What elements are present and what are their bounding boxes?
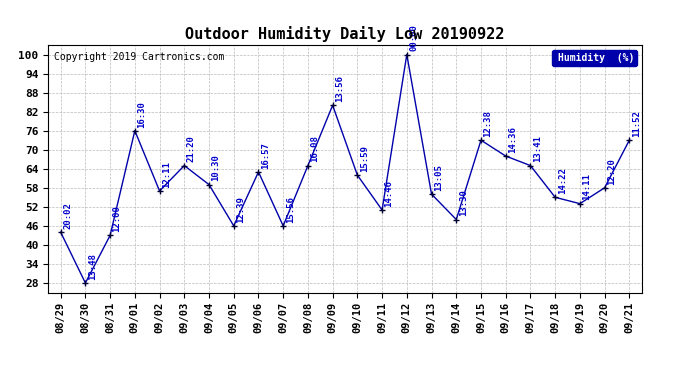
Text: 13:05: 13:05 (434, 164, 443, 191)
Text: 15:59: 15:59 (360, 145, 369, 172)
Text: Copyright 2019 Cartronics.com: Copyright 2019 Cartronics.com (55, 53, 225, 62)
Text: 14:46: 14:46 (384, 180, 393, 207)
Text: 20:02: 20:02 (63, 202, 72, 229)
Text: 12:38: 12:38 (484, 110, 493, 137)
Text: 14:36: 14:36 (509, 126, 518, 153)
Text: 15:56: 15:56 (286, 196, 295, 223)
Text: 13:48: 13:48 (88, 253, 97, 280)
Text: 13:41: 13:41 (533, 135, 542, 162)
Text: 12:20: 12:20 (607, 158, 616, 184)
Text: 14:22: 14:22 (558, 167, 566, 194)
Text: 11:52: 11:52 (632, 110, 641, 137)
Text: 16:30: 16:30 (137, 100, 146, 128)
Text: 12:11: 12:11 (162, 161, 171, 188)
Text: 21:20: 21:20 (187, 135, 196, 162)
Text: 16:08: 16:08 (310, 135, 319, 162)
Text: 13:30: 13:30 (459, 189, 468, 216)
Text: 12:00: 12:00 (112, 206, 121, 232)
Text: 13:56: 13:56 (335, 75, 344, 102)
Legend: Humidity  (%): Humidity (%) (552, 50, 637, 66)
Title: Outdoor Humidity Daily Low 20190922: Outdoor Humidity Daily Low 20190922 (186, 27, 504, 42)
Text: 00:00: 00:00 (409, 24, 418, 51)
Text: 14:11: 14:11 (582, 174, 591, 201)
Text: 10:30: 10:30 (212, 154, 221, 182)
Text: 16:57: 16:57 (261, 142, 270, 169)
Text: 12:39: 12:39 (236, 196, 245, 223)
